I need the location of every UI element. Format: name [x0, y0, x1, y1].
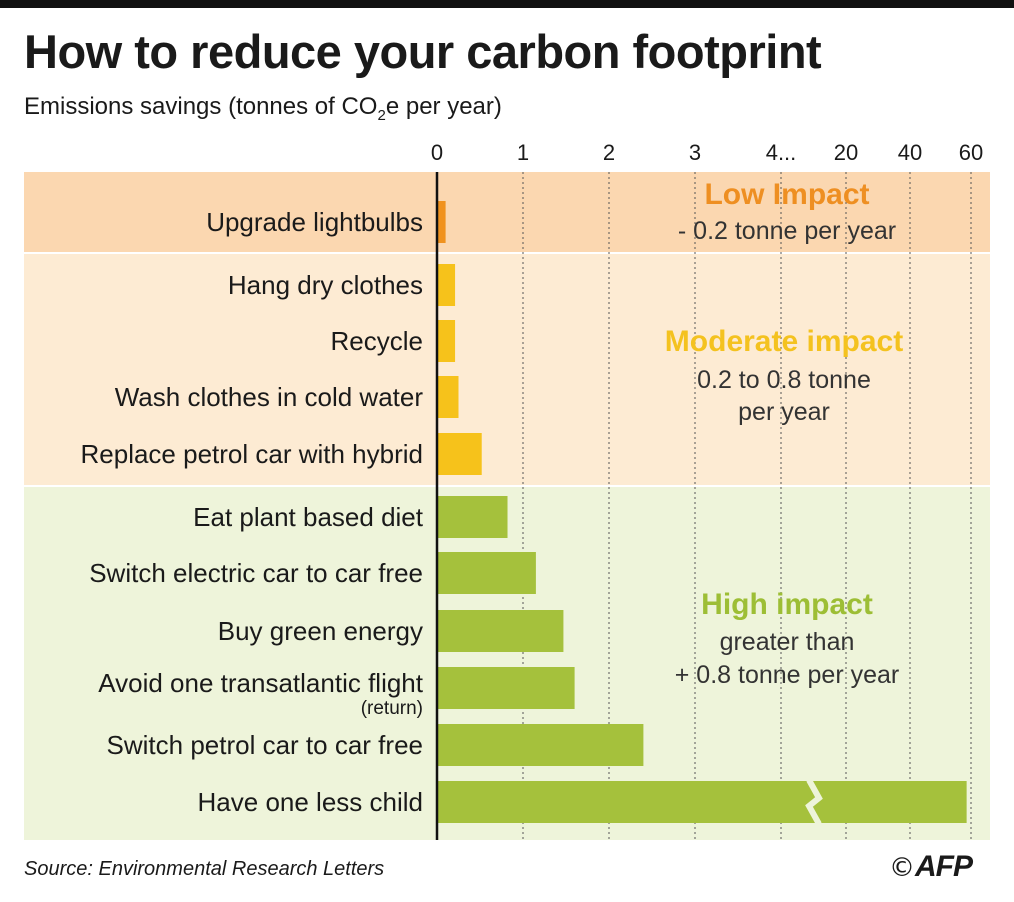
moderate-impact-range: per year — [738, 398, 830, 426]
bar — [437, 201, 446, 243]
low-impact-range: - 0.2 tonne per year — [678, 217, 896, 245]
bar — [437, 496, 508, 538]
subtitle-text-end: e per year) — [385, 93, 502, 120]
category-label: Replace petrol car with hybrid — [81, 439, 424, 469]
moderate-impact-title: Moderate impact — [665, 325, 903, 358]
x-tick-label: 20 — [834, 140, 858, 165]
x-tick-label: 4... — [766, 140, 797, 165]
bar — [437, 552, 536, 594]
bar — [437, 610, 564, 652]
copyright-icon: © — [889, 853, 915, 883]
moderate-impact-band — [24, 253, 990, 486]
x-tick-label: 40 — [898, 140, 922, 165]
bar — [437, 376, 459, 418]
category-label: Avoid one transatlantic flight — [98, 668, 423, 698]
high-impact-range: greater than — [720, 628, 855, 656]
chart-subtitle: Emissions savings (tonnes of CO2e per ye… — [24, 93, 502, 124]
afp-logo: AFP — [915, 850, 973, 883]
x-tick-label: 3 — [689, 140, 701, 165]
x-tick-label: 2 — [603, 140, 615, 165]
axis-break-mark — [805, 778, 823, 826]
source-note: Source: Environmental Research Letters — [24, 858, 385, 880]
subtitle-text: Emissions savings (tonnes of CO — [24, 93, 378, 120]
bar — [437, 264, 456, 306]
x-tick-label: 60 — [959, 140, 983, 165]
bar — [437, 433, 482, 475]
top-border — [0, 0, 1014, 8]
high-impact-range: + 0.8 tonne per year — [675, 661, 899, 689]
x-tick-label: 1 — [517, 140, 529, 165]
bar — [437, 724, 644, 766]
category-label: Hang dry clothes — [228, 270, 423, 300]
subtitle-subscript: 2 — [377, 106, 386, 124]
category-label: Upgrade lightbulbs — [206, 207, 423, 237]
category-label: Recycle — [331, 326, 423, 356]
bar — [437, 781, 967, 823]
x-tick-label: 0 — [431, 140, 443, 165]
category-label: Switch petrol car to car free — [107, 730, 423, 760]
bar — [437, 667, 575, 709]
category-label: Buy green energy — [218, 616, 423, 646]
low-impact-title: Low Impact — [704, 178, 869, 211]
afp-credit: ©AFP — [889, 850, 973, 884]
category-label: Wash clothes in cold water — [115, 382, 424, 412]
moderate-impact-range: 0.2 to 0.8 tonne — [697, 366, 871, 394]
low-impact-band — [24, 172, 990, 253]
category-label: Switch electric car to car free — [89, 558, 423, 588]
high-impact-title: High impact — [701, 588, 873, 621]
category-sublabel: (return) — [361, 698, 423, 719]
category-label: Have one less child — [198, 787, 423, 817]
bar — [437, 320, 456, 362]
category-label: Eat plant based diet — [193, 502, 424, 532]
chart-title: How to reduce your carbon footprint — [24, 25, 822, 78]
